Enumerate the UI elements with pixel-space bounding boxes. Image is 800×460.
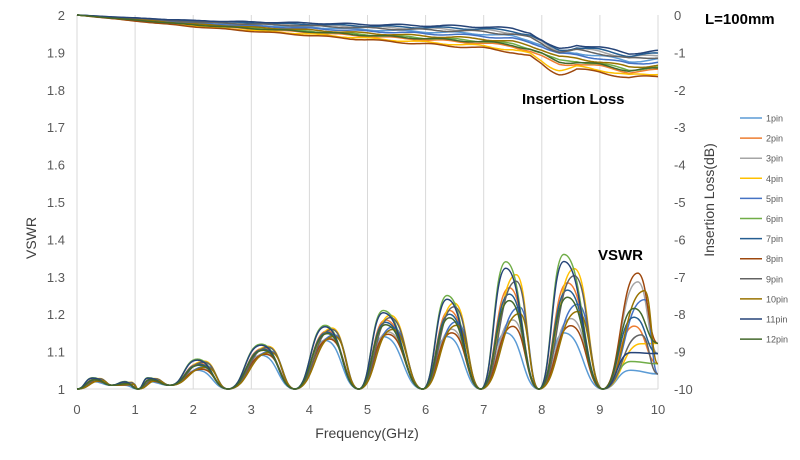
x-tick-label: 5 (364, 402, 371, 417)
legend-label-1pin: 1pin (766, 114, 783, 124)
y-left-tick-label: 1 (58, 382, 65, 397)
y-left-tick-label: 1.7 (47, 120, 65, 135)
vswr-lines (76, 253, 659, 390)
y-left-tick-label: 1.2 (47, 307, 65, 322)
grid (76, 15, 659, 389)
legend-label-11pin: 11pin (766, 315, 787, 325)
legend-label-8pin: 8pin (766, 254, 783, 264)
legend-label-2pin: 2pin (766, 134, 783, 144)
x-tick-label: 3 (248, 402, 255, 417)
y-left-tick-label: 2 (58, 8, 65, 23)
vswr-line-12pin (76, 296, 659, 390)
vswr-annotation: VSWR (598, 247, 643, 264)
x-tick-label: 10 (651, 402, 665, 417)
x-tick-label: 6 (422, 402, 429, 417)
y-left-tick-label: 1.6 (47, 158, 65, 173)
insertion-loss-line-12pin (76, 14, 659, 73)
insertion-loss-lines (76, 14, 659, 79)
y-axis-left-title: VSWR (23, 217, 39, 259)
x-tick-label: 7 (480, 402, 487, 417)
x-tick-label: 0 (73, 402, 80, 417)
y-left-tick-label: 1.9 (47, 45, 65, 60)
y-right-tick-label: -1 (674, 45, 686, 60)
y-left-tick-label: 1.5 (47, 195, 65, 210)
legend-label-9pin: 9pin (766, 274, 783, 284)
insertion-loss-annotation: Insertion Loss (522, 91, 625, 108)
y-right-tick-label: -10 (674, 382, 693, 397)
x-tick-label: 8 (538, 402, 545, 417)
x-axis-title: Frequency(GHz) (315, 425, 418, 441)
insertion-loss-line-8pin (76, 14, 659, 79)
x-tick-label: 4 (306, 402, 313, 417)
insertion-loss-line-11pin (76, 14, 659, 55)
y-left-tick-label: 1.4 (47, 232, 65, 247)
tick-labels: 0 1 2 3 4 5 6 7 8 9 1011.11.21.31.41.51.61.71.81.9… (47, 8, 693, 417)
legend-label-5pin: 5pin (766, 194, 783, 204)
x-tick-label: 2 (190, 402, 197, 417)
legend-label-3pin: 3pin (766, 154, 783, 164)
legend-label-6pin: 6pin (766, 214, 783, 224)
y-axis-right-title: Insertion Loss(dB) (701, 143, 717, 257)
legend-label-4pin: 4pin (766, 174, 783, 184)
legend-label-12pin: 12pin (766, 335, 788, 345)
length-annotation: L=100mm (705, 11, 775, 28)
y-left-tick-label: 1.1 (47, 345, 65, 360)
y-right-tick-label: -7 (674, 270, 686, 285)
x-tick-label: 1 (131, 402, 138, 417)
y-right-tick-label: -5 (674, 195, 686, 210)
legend-label-7pin: 7pin (766, 234, 783, 244)
y-right-tick-label: -3 (674, 120, 686, 135)
y-right-tick-label: -4 (674, 158, 686, 173)
y-right-tick-label: -2 (674, 83, 686, 98)
legend-label-10pin: 10pin (766, 294, 788, 304)
y-right-tick-label: -6 (674, 232, 686, 247)
y-right-tick-label: 0 (674, 8, 681, 23)
y-right-tick-label: -8 (674, 307, 686, 322)
x-tick-label: 9 (596, 402, 603, 417)
y-left-tick-label: 1.8 (47, 83, 65, 98)
y-right-tick-label: -9 (674, 345, 686, 360)
legend: 1pin 2pin 3pin 4pin 5pin 6pin 7pin 8pin 9pin 10pi… (740, 114, 788, 345)
y-left-tick-label: 1.3 (47, 270, 65, 285)
insertion-loss-line-9pin (76, 14, 659, 60)
